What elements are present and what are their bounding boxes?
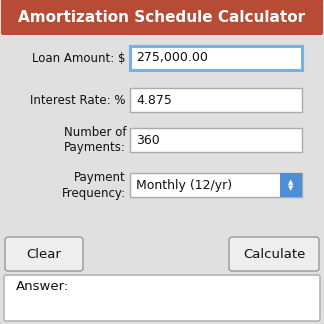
Text: Loan Amount: $: Loan Amount: $ xyxy=(32,52,126,64)
Text: Interest Rate: %: Interest Rate: % xyxy=(30,94,126,107)
FancyBboxPatch shape xyxy=(130,128,302,152)
FancyBboxPatch shape xyxy=(229,237,319,271)
Text: ▼: ▼ xyxy=(288,185,294,191)
Text: 275,000.00: 275,000.00 xyxy=(136,52,208,64)
Text: 360: 360 xyxy=(136,133,160,146)
FancyBboxPatch shape xyxy=(4,275,320,321)
Text: Amortization Schedule Calculator: Amortization Schedule Calculator xyxy=(18,9,306,25)
FancyBboxPatch shape xyxy=(280,173,302,197)
Text: Payments:: Payments: xyxy=(64,142,126,155)
Text: Payment: Payment xyxy=(74,170,126,183)
Text: Frequency:: Frequency: xyxy=(62,187,126,200)
Text: Calculate: Calculate xyxy=(243,248,305,260)
Text: 4.875: 4.875 xyxy=(136,94,172,107)
FancyBboxPatch shape xyxy=(5,237,83,271)
FancyBboxPatch shape xyxy=(130,173,302,197)
Text: Number of: Number of xyxy=(64,125,126,138)
Text: ▲: ▲ xyxy=(288,179,294,185)
Text: Clear: Clear xyxy=(27,248,62,260)
Text: Answer:: Answer: xyxy=(16,281,69,294)
Text: Monthly (12/yr): Monthly (12/yr) xyxy=(136,179,232,191)
FancyBboxPatch shape xyxy=(130,88,302,112)
FancyBboxPatch shape xyxy=(1,0,323,35)
FancyBboxPatch shape xyxy=(130,46,302,70)
